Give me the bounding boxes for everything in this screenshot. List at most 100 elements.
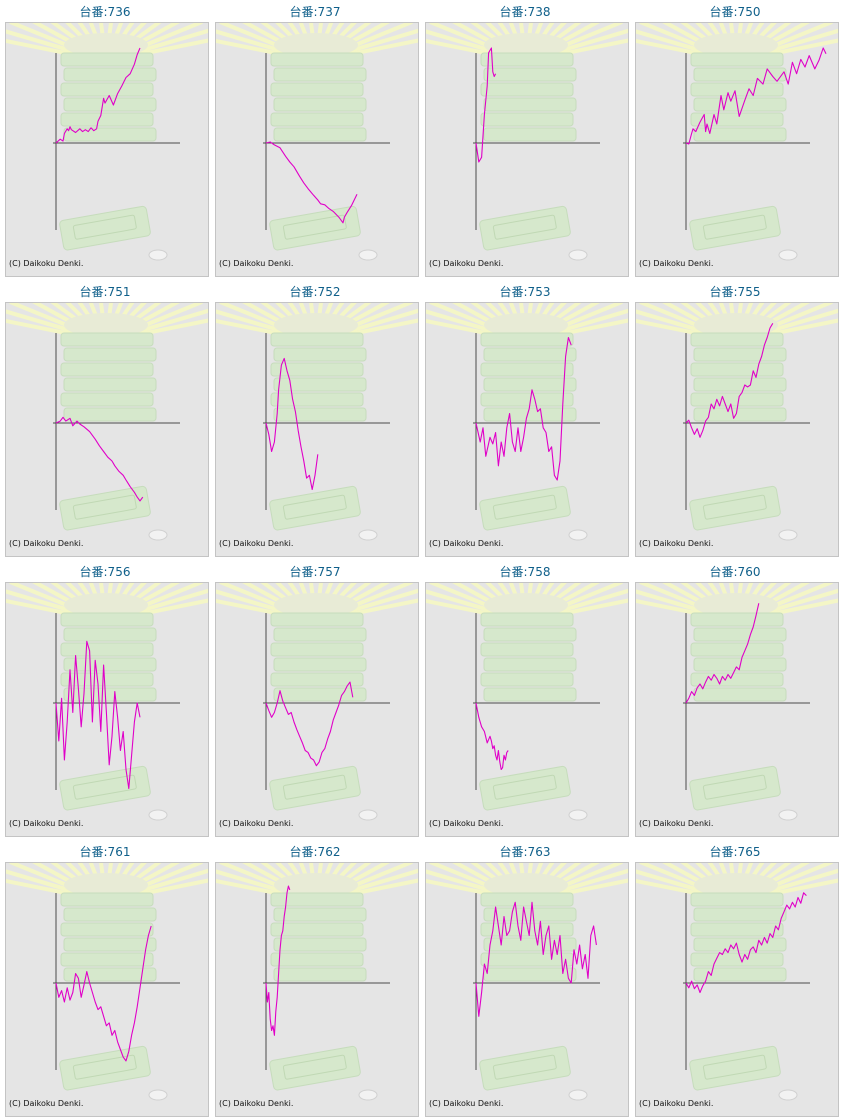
medal-boxes: [480, 612, 577, 702]
chart-title[interactable]: 台番:756: [79, 565, 131, 579]
copyright-text: (C) Daikoku Denki.: [219, 1099, 294, 1108]
data-line: [55, 640, 141, 790]
chart-title[interactable]: 台番:751: [79, 285, 131, 299]
background-artwork: [6, 23, 208, 261]
medal-tray: [689, 1045, 781, 1091]
background-artwork: [426, 583, 628, 821]
chart-svg: [426, 863, 628, 1101]
coin: [568, 1089, 588, 1101]
chart-title[interactable]: 台番:738: [499, 5, 551, 19]
medal-pile: [694, 33, 778, 57]
chart-panel: 台番:738 (C) Daikoku Denki.: [420, 0, 630, 280]
coin: [358, 249, 378, 261]
chart-frame: (C) Daikoku Denki.: [425, 862, 629, 1117]
background-artwork: [636, 23, 838, 261]
chart-title[interactable]: 台番:762: [289, 845, 341, 859]
chart-panel: 台番:761 (C) Daikoku Denki.: [0, 840, 210, 1120]
medal-tray-inner: [492, 214, 557, 240]
copyright-text: (C) Daikoku Denki.: [219, 819, 294, 828]
medal-tray: [59, 485, 151, 531]
chart-title[interactable]: 台番:758: [499, 565, 551, 579]
chart-title[interactable]: 台番:760: [709, 565, 761, 579]
medal-tray-inner: [492, 494, 557, 520]
data-line: [265, 885, 291, 1036]
chart-title[interactable]: 台番:736: [79, 5, 131, 19]
chart-svg: [636, 23, 838, 261]
medal-tray: [269, 1045, 361, 1091]
medal-tray-inner: [72, 1054, 137, 1080]
chart-panel: 台番:758 (C) Daikoku Denki.: [420, 560, 630, 840]
chart-panel: 台番:756 (C) Daikoku Denki.: [0, 560, 210, 840]
medal-boxes: [690, 892, 787, 982]
copyright-text: (C) Daikoku Denki.: [9, 819, 84, 828]
chart-svg: [426, 583, 628, 821]
medal-pile: [64, 313, 148, 337]
chart-frame: (C) Daikoku Denki.: [215, 582, 419, 837]
copyright-text: (C) Daikoku Denki.: [219, 539, 294, 548]
medal-boxes: [690, 612, 787, 702]
chart-frame: (C) Daikoku Denki.: [425, 22, 629, 277]
medal-boxes: [480, 332, 577, 422]
background-artwork: [6, 303, 208, 541]
medal-tray: [269, 205, 361, 251]
background-artwork: [636, 863, 838, 1101]
data-line: [685, 892, 807, 994]
medal-boxes: [60, 332, 157, 422]
chart-title[interactable]: 台番:753: [499, 285, 551, 299]
chart-title[interactable]: 台番:763: [499, 845, 551, 859]
copyright-text: (C) Daikoku Denki.: [219, 259, 294, 268]
medal-pile: [694, 313, 778, 337]
chart-panel: 台番:757 (C) Daikoku Denki.: [210, 560, 420, 840]
medal-boxes: [270, 612, 367, 702]
medal-tray: [479, 485, 571, 531]
background-artwork: [426, 863, 628, 1101]
medal-pile: [64, 593, 148, 617]
medal-tray-inner: [702, 214, 767, 240]
coin: [358, 1089, 378, 1101]
medal-pile: [274, 873, 358, 897]
medal-boxes: [480, 892, 577, 982]
medal-tray-inner: [72, 774, 137, 800]
medal-tray-inner: [492, 774, 557, 800]
chart-svg: [216, 303, 418, 541]
data-line: [475, 702, 509, 771]
data-line: [685, 323, 774, 438]
medal-pile: [274, 313, 358, 337]
data-line: [265, 357, 319, 491]
coin: [148, 529, 168, 541]
medal-tray: [479, 1045, 571, 1091]
medal-boxes: [60, 612, 157, 702]
copyright-text: (C) Daikoku Denki.: [429, 1099, 504, 1108]
chart-title[interactable]: 台番:755: [709, 285, 761, 299]
chart-panel: 台番:737 (C) Daikoku Denki.: [210, 0, 420, 280]
medal-tray-inner: [282, 214, 347, 240]
chart-title[interactable]: 台番:757: [289, 565, 341, 579]
medal-tray: [689, 205, 781, 251]
background-artwork: [6, 583, 208, 821]
copyright-text: (C) Daikoku Denki.: [429, 259, 504, 268]
chart-title[interactable]: 台番:750: [709, 5, 761, 19]
chart-svg: [216, 23, 418, 261]
coin: [778, 249, 798, 261]
background-artwork: [636, 583, 838, 821]
chart-panel: 台番:763 (C) Daikoku Denki.: [420, 840, 630, 1120]
chart-svg: [216, 863, 418, 1101]
coin: [148, 1089, 168, 1101]
medal-boxes: [270, 52, 367, 142]
sunburst-rays: [426, 863, 628, 896]
chart-title[interactable]: 台番:752: [289, 285, 341, 299]
coin: [568, 809, 588, 821]
copyright-text: (C) Daikoku Denki.: [639, 819, 714, 828]
chart-title[interactable]: 台番:765: [709, 845, 761, 859]
chart-title[interactable]: 台番:737: [289, 5, 341, 19]
medal-tray: [59, 765, 151, 811]
medal-tray: [269, 485, 361, 531]
chart-title[interactable]: 台番:761: [79, 845, 131, 859]
chart-frame: (C) Daikoku Denki.: [5, 862, 209, 1117]
chart-svg: [426, 23, 628, 261]
medal-boxes: [270, 892, 367, 982]
chart-panel: 台番:755 (C) Daikoku Denki.: [630, 280, 840, 560]
chart-svg: [6, 303, 208, 541]
coin: [568, 249, 588, 261]
